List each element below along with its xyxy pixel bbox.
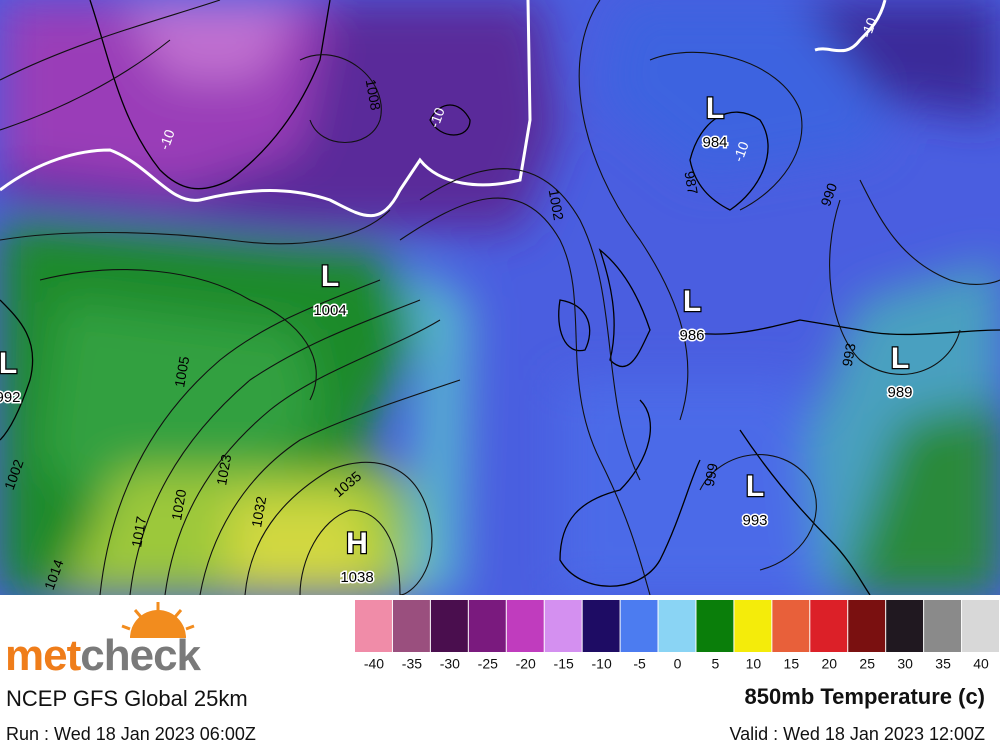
pressure-center: L 992 [0,346,22,408]
pressure-symbol: L [746,470,764,503]
pressure-center: L 1004 [312,259,348,321]
legend-swatch [962,600,999,652]
brand: metcheck [5,631,202,680]
legend-label: 30 [897,656,913,672]
legend-label: -5 [633,656,646,672]
legend-swatch [544,600,582,652]
pressure-symbol: H [346,527,368,560]
legend-swatch [924,600,962,652]
contour-label: 990 [817,181,840,209]
legend-swatch [696,600,734,652]
pressure-value: 992 [0,389,21,406]
map: L 984 L 1004 L 992 L 986 L 989 L 993 H 1038 1008 -10 -10… [0,0,1000,595]
legend-label: 35 [935,656,951,672]
legend-swatch [848,600,886,652]
contour-label: -10 [858,15,880,40]
pressure-value: 989 [887,384,912,401]
legend-label: -40 [364,656,384,672]
legend-swatch [506,600,544,652]
pressure-value: 986 [679,327,704,344]
pressure-symbol: L [0,347,17,380]
legend-swatch [430,600,468,652]
legend-swatch [582,600,620,652]
contour-label: 993 [839,342,859,368]
legend-label: -35 [402,656,422,672]
legend-swatch [392,600,430,652]
model-name: NCEP GFS Global 25km [6,686,248,711]
pressure-value: 984 [702,134,727,151]
contour-label: 1023 [213,453,234,487]
legend-swatch [772,600,810,652]
legend-label: 25 [859,656,875,672]
brand-check: check [80,631,201,680]
pressure-center: L 993 [741,469,769,531]
contour-label: 1008 [363,78,384,112]
pressure-symbol: L [683,285,701,318]
legend-label: -25 [478,656,498,672]
legend-swatch [355,600,392,652]
contour-label: 1032 [248,495,269,529]
contour-label: 987 [681,170,701,196]
legend-label: -20 [516,656,536,672]
contour-label: -10 [426,105,448,130]
legend-swatch [734,600,772,652]
brand-met: met [5,631,82,680]
contour-label: 1005 [171,355,192,389]
contour-label: -10 [730,139,752,164]
legend-swatch [886,600,924,652]
contour-label: 1020 [168,488,189,522]
legend-label: 15 [784,656,800,672]
contour-label: 999 [701,462,721,488]
legend-swatch [620,600,658,652]
legend-label: 10 [746,656,762,672]
pressure-center: L 989 [886,341,914,403]
pressure-value: 1038 [340,569,373,586]
contour-label: -10 [156,127,178,152]
legend-label: 40 [973,656,989,672]
legend-swatch [658,600,696,652]
legend-label: -15 [554,656,574,672]
pressure-center: L 984 [701,91,729,153]
run-time: Run : Wed 18 Jan 2023 06:00Z [6,724,256,744]
pressure-symbol: L [706,92,724,125]
legend: -40 -35 -30 -25 -20 -15 -10 -5 0 5 10 15 20 25 30 35 40 [355,600,999,672]
contour-label: 1017 [128,515,149,549]
pressure-symbol: L [891,342,909,375]
valid-time: Valid : Wed 18 Jan 2023 12:00Z [729,724,985,744]
pressure-center: H 1038 [339,526,375,588]
legend-swatch [468,600,506,652]
legend-label: -30 [440,656,460,672]
chart-title: 850mb Temperature (c) [745,684,985,709]
contour-label: 1002 [546,188,567,222]
legend-label: -10 [592,656,612,672]
pressure-value: 1004 [313,302,346,319]
logo-sun [121,602,195,638]
legend-label: 5 [712,656,720,672]
footer: metcheck NCEP GFS Global 25km Run : Wed … [5,602,985,744]
pressure-center: L 986 [678,284,706,346]
legend-label: 0 [674,656,682,672]
legend-label: 20 [821,656,837,672]
legend-swatch [810,600,848,652]
pressure-value: 993 [742,512,767,529]
pressure-symbol: L [321,260,339,293]
